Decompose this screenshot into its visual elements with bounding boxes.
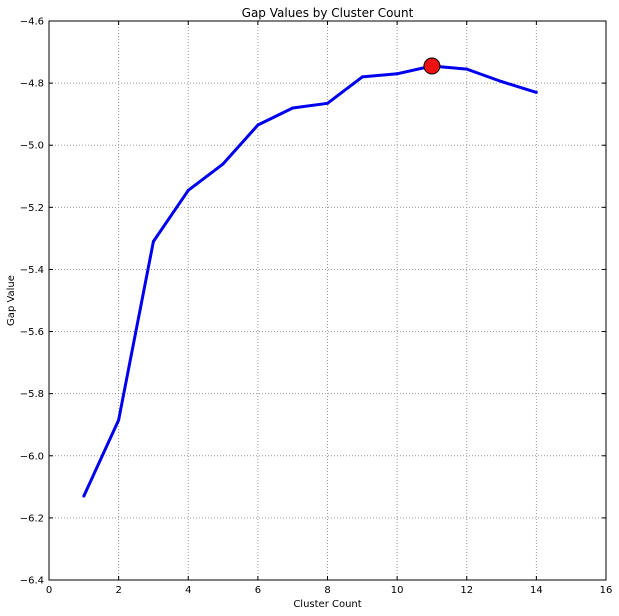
data-point — [395, 72, 399, 76]
data-point — [117, 418, 121, 422]
y-tick-label: −6.4 — [20, 576, 44, 587]
y-tick-label: −5.8 — [20, 389, 44, 400]
series-layer — [82, 64, 538, 498]
data-point — [221, 162, 225, 166]
chart-title: Gap Values by Cluster Count — [242, 6, 414, 20]
y-tick-label: −5.0 — [20, 141, 44, 152]
x-tick-label: 4 — [185, 585, 191, 596]
data-point — [291, 106, 295, 110]
x-tick-label: 8 — [324, 585, 330, 596]
x-tick-label: 6 — [255, 585, 261, 596]
y-tick-label: −5.6 — [20, 327, 44, 338]
ticks: 0 2 4 6 8 10 12 14 16 −6.4 −6.2 −6.0 −5.8 −5.6 −5.4 −5.… — [20, 17, 613, 597]
data-point — [151, 239, 155, 243]
x-tick-label: 0 — [46, 585, 52, 596]
y-tick-label: −4.6 — [20, 17, 44, 28]
data-point — [186, 188, 190, 192]
x-tick-label: 14 — [530, 585, 543, 596]
y-axis-label: Gap Value — [6, 275, 17, 326]
y-tick-label: −6.0 — [20, 451, 44, 462]
data-point — [465, 67, 469, 71]
data-point — [82, 494, 86, 498]
data-point — [534, 90, 538, 94]
x-tick-label: 16 — [600, 585, 613, 596]
grid — [49, 21, 606, 580]
y-tick-label: −5.2 — [20, 203, 44, 214]
data-point — [360, 75, 364, 79]
y-tick-label: −6.2 — [20, 513, 44, 524]
y-tick-label: −5.4 — [20, 265, 44, 276]
data-point — [256, 123, 260, 127]
series-line — [82, 64, 537, 497]
x-tick-label: 2 — [115, 585, 121, 596]
x-axis-label: Cluster Count — [293, 599, 361, 610]
highlight-layer — [423, 57, 441, 75]
y-tick-label: −4.8 — [20, 79, 44, 90]
x-tick-label: 12 — [460, 585, 473, 596]
data-point — [326, 101, 329, 105]
data-point — [500, 80, 504, 84]
x-tick-label: 10 — [391, 585, 404, 596]
optimal-cluster-marker — [423, 57, 441, 75]
